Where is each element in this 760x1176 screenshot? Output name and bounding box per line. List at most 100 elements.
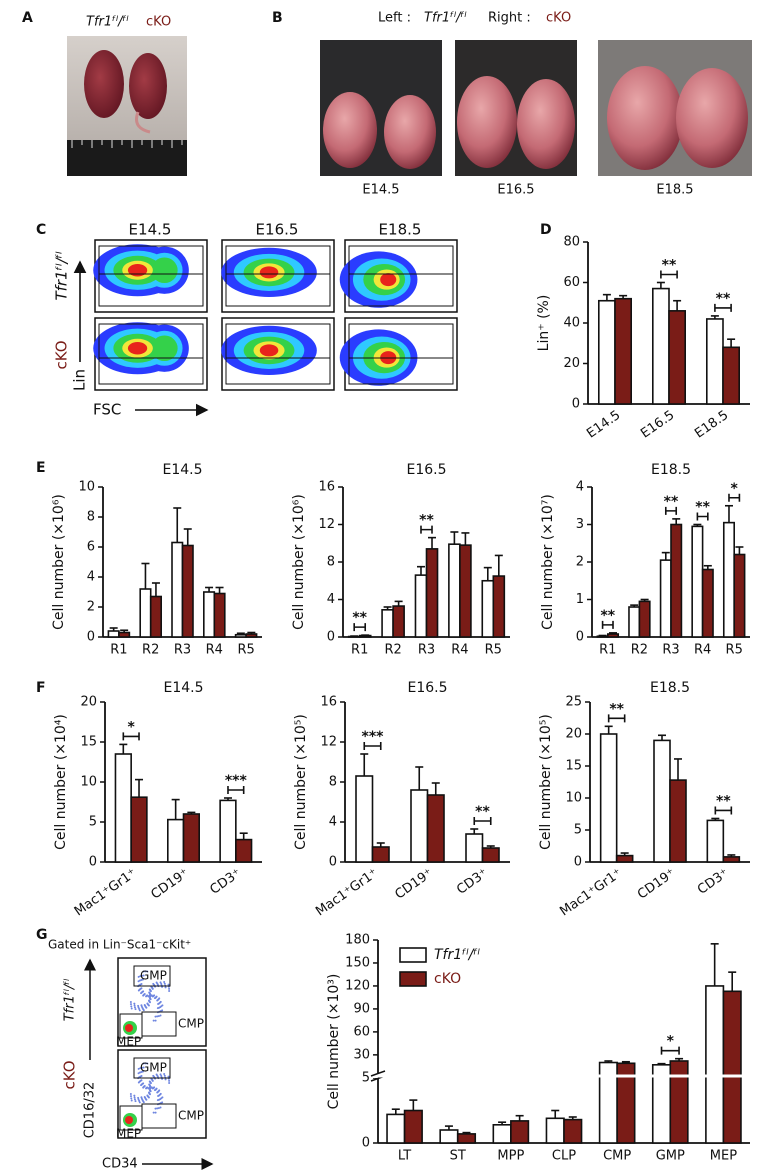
event	[137, 975, 140, 978]
y-axis-label: Cell number (×10⁵)	[293, 714, 309, 850]
y-tick-label: 0	[574, 855, 582, 870]
y-tick-label: 3	[576, 517, 584, 532]
significance-label: **	[609, 701, 624, 717]
event	[155, 1087, 158, 1090]
event	[145, 1087, 148, 1090]
gate	[119, 1013, 143, 1039]
y-tick-label: 25	[565, 695, 582, 710]
y-tick-label: 8	[329, 775, 337, 790]
significance-label: ***	[225, 773, 248, 789]
bar	[628, 606, 641, 638]
legend-swatch	[399, 971, 427, 987]
bar	[245, 633, 258, 638]
y-tick-label: 1	[576, 592, 584, 607]
y-tick-label: 5	[89, 815, 97, 830]
bar	[705, 985, 725, 1144]
chart-title: E16.5	[406, 462, 446, 478]
density	[151, 335, 178, 362]
y-tick-label: 4	[87, 570, 95, 585]
event	[133, 1094, 136, 1097]
x-tick-label: CMP	[603, 1149, 631, 1164]
significance-label: *	[731, 481, 739, 497]
bar	[355, 775, 374, 863]
bar	[659, 559, 672, 638]
bar	[638, 600, 651, 638]
event	[133, 1004, 136, 1007]
bar	[107, 630, 120, 638]
event	[147, 1087, 150, 1090]
event	[141, 1066, 144, 1069]
x-tick-label: Mac1⁺Gr1⁺	[557, 866, 625, 920]
event	[159, 1073, 162, 1076]
bar	[149, 595, 162, 638]
significance-bracket	[607, 714, 626, 723]
bar	[386, 1113, 406, 1144]
event	[145, 1006, 148, 1009]
bar	[459, 544, 472, 638]
significance-bracket	[664, 506, 678, 515]
event	[129, 1001, 132, 1004]
bar	[219, 799, 237, 863]
x-tick-label: CD3⁺	[454, 866, 491, 898]
gate	[133, 1057, 171, 1079]
bar	[722, 521, 735, 638]
y-tick-label: 20	[565, 727, 582, 742]
event	[137, 1098, 140, 1101]
event	[137, 1004, 140, 1007]
bar	[722, 346, 741, 405]
significance-label: **	[475, 804, 490, 820]
flow-plot	[221, 239, 335, 313]
bar	[181, 544, 194, 638]
age-caption: E14.5	[362, 183, 399, 198]
event	[140, 992, 143, 995]
y-tick-label: 90	[353, 1001, 370, 1016]
bar	[130, 796, 148, 863]
event	[152, 1111, 155, 1114]
x-tick-label: R5	[237, 643, 254, 658]
event	[153, 1086, 156, 1089]
event	[148, 991, 151, 994]
bar	[510, 1120, 530, 1144]
y-tick-label: 180	[345, 933, 370, 948]
event	[163, 980, 166, 983]
x-tick-label: CD19⁺	[392, 866, 435, 903]
flow-plot	[93, 317, 208, 391]
gate-label: GMP	[140, 1061, 167, 1075]
x-tick-label: R1	[351, 643, 368, 658]
event	[145, 995, 148, 998]
column-title: E16.5	[256, 221, 299, 239]
event	[155, 981, 158, 984]
x-tick-label: MPP	[497, 1149, 524, 1164]
legend-swatch	[399, 947, 427, 963]
x-tick-label: R2	[142, 643, 159, 658]
x-tick-label: E14.5	[584, 408, 623, 442]
event	[154, 1019, 157, 1022]
event	[168, 989, 171, 992]
event	[163, 982, 166, 985]
x-tick-label: CD19⁺	[148, 866, 191, 903]
y-tick-label: 20	[563, 356, 580, 371]
axis-label: CD16/32	[83, 1082, 98, 1139]
row-label: cKO	[61, 1060, 79, 1089]
age-caption: E18.5	[656, 183, 693, 198]
gate-label: CMP	[178, 1109, 204, 1123]
event	[159, 1000, 162, 1003]
event	[133, 1098, 136, 1101]
significance-label: **	[695, 500, 710, 516]
event	[146, 1062, 149, 1065]
event	[163, 1074, 166, 1077]
row-label: cKO	[53, 340, 71, 369]
panel-label: G	[36, 927, 48, 943]
event	[161, 1096, 164, 1099]
y-tick-label: 120	[345, 978, 370, 993]
x-tick-label: Mac1⁺Gr1⁺	[313, 866, 381, 920]
event	[138, 1009, 141, 1012]
event	[149, 998, 152, 1001]
x-tick-label: R4	[694, 643, 711, 658]
significance-label: **	[716, 291, 731, 307]
bar	[203, 591, 216, 638]
event	[141, 974, 144, 977]
bar	[358, 634, 372, 638]
event	[155, 995, 158, 998]
event	[158, 1089, 161, 1092]
